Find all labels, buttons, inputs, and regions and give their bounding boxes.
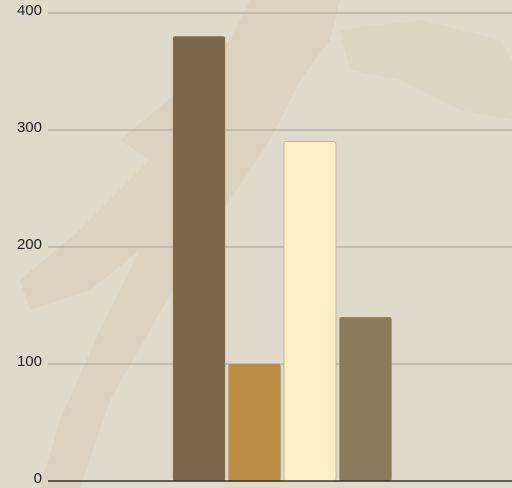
page: 0100200300400 (() => { const data = JSON… [0,0,512,488]
y-tick-label: 100 [17,353,42,370]
y-tick-label: 200 [17,236,42,253]
bar [284,142,336,481]
y-tick-label: 0 [34,470,42,487]
bar [340,317,392,481]
bar [229,364,281,481]
bar [173,36,225,481]
chart: 0 100 200 300 400 [0,0,512,488]
y-tick-label: 400 [17,2,42,19]
y-tick-label: 300 [17,119,42,136]
